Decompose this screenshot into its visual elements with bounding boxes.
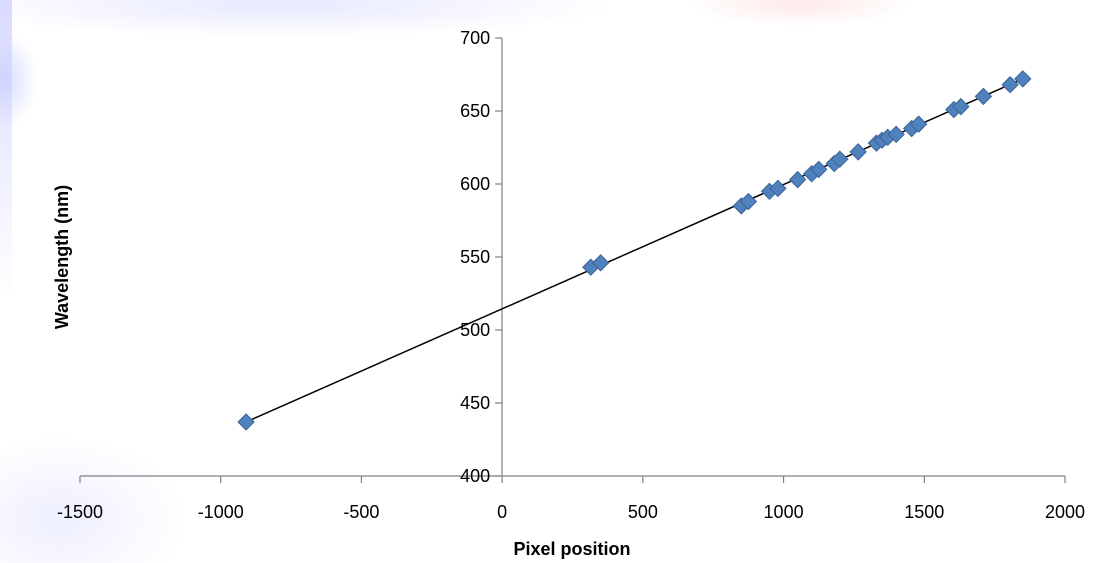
y-tick-label: 500 — [460, 320, 490, 340]
x-tick-label: -1000 — [198, 502, 244, 522]
data-point — [1001, 76, 1019, 94]
x-tick-label: 0 — [497, 502, 507, 522]
x-tick-label: 1000 — [764, 502, 804, 522]
data-point — [739, 192, 758, 211]
y-tick-label: 400 — [460, 466, 490, 486]
axes-group — [80, 38, 1065, 477]
data-points — [237, 70, 1032, 431]
y-tick-marks — [495, 37, 503, 477]
data-point — [1014, 70, 1032, 88]
data-point — [810, 160, 828, 179]
data-point — [849, 143, 867, 161]
data-point — [831, 150, 849, 168]
data-point — [974, 87, 993, 106]
y-tick-labels: 400 450 500 550 600 650 700 — [460, 28, 490, 486]
data-point — [952, 97, 970, 116]
y-tick-label: 550 — [460, 247, 490, 267]
x-tick-labels: -1500 -1000 -500 0 500 1000 1500 2000 — [57, 502, 1085, 522]
x-tick-marks — [79, 476, 1066, 483]
y-axis-title: Wavelength (nm) — [52, 185, 72, 329]
y-tick-label: 450 — [460, 393, 490, 413]
x-axis-title: Pixel position — [513, 539, 630, 559]
data-point — [769, 179, 787, 198]
x-tick-label: 2000 — [1045, 502, 1085, 522]
y-tick-label: 600 — [460, 174, 490, 194]
data-point — [591, 254, 610, 272]
background-left-stripe — [0, 0, 12, 300]
data-point — [237, 413, 255, 431]
y-tick-label: 650 — [460, 101, 490, 121]
data-point — [788, 170, 807, 189]
x-tick-label: 500 — [628, 502, 658, 522]
data-point — [887, 125, 905, 144]
x-tick-label: 1500 — [904, 502, 944, 522]
x-tick-label: -500 — [343, 502, 379, 522]
y-tick-label: 700 — [460, 28, 490, 48]
data-point — [909, 115, 928, 133]
x-tick-label: -1500 — [57, 502, 103, 522]
